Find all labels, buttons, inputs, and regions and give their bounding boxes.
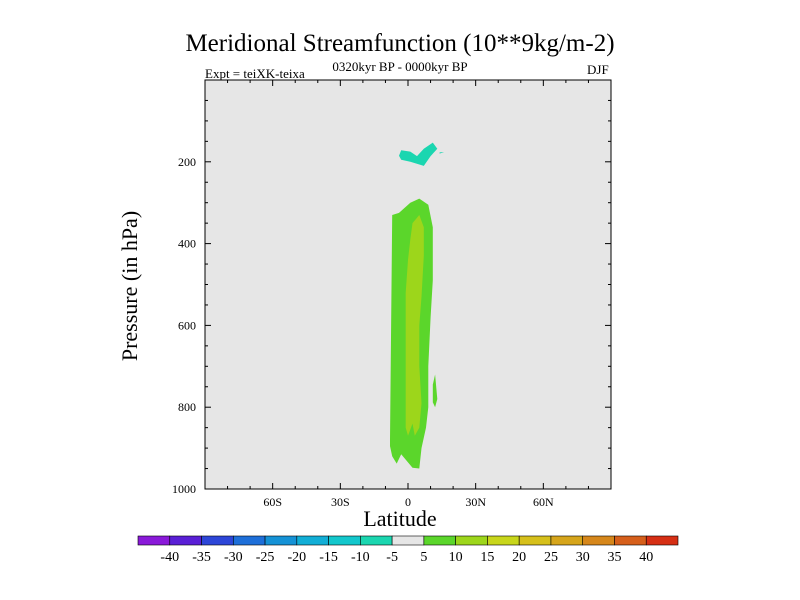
colorbar-swatch — [232, 535, 266, 546]
plot-frame — [204, 79, 612, 490]
season-label: DJF — [587, 62, 609, 77]
experiment-label: Expt = teiXK-teixa — [205, 66, 305, 81]
x-tick-label: 30S — [331, 495, 350, 509]
y-tick-label: 600 — [178, 318, 196, 332]
colorbar: -40 -35 -30 -25 -20 -15 -10 -5 5 10 15 20 25 30 35 40 — [137, 535, 679, 565]
colorbar-label: 30 — [576, 550, 590, 565]
contour-region-1 — [439, 152, 445, 154]
colorbar-label: -35 — [192, 550, 211, 565]
colorbar-swatch — [518, 535, 552, 546]
y-tick-label: 200 — [178, 155, 196, 169]
contour-region-4 — [405, 215, 424, 436]
colorbar-swatch — [423, 535, 456, 546]
colorbar-label: 15 — [480, 550, 494, 565]
colorbar-label: -10 — [351, 550, 370, 565]
x-tick-label: 0 — [405, 495, 411, 509]
x-tick-label: 30N — [465, 495, 486, 509]
colorbar-label: 10 — [449, 550, 463, 565]
colorbar-swatch — [550, 535, 584, 546]
colorbar-swatch — [328, 535, 361, 546]
colorbar-label: -30 — [224, 550, 243, 565]
colorbar-label: -20 — [287, 550, 306, 565]
colorbar-swatch — [264, 535, 298, 546]
colorbar-swatch — [487, 535, 520, 546]
colorbar-swatch — [296, 535, 329, 546]
colorbar-label: -5 — [386, 550, 398, 565]
colorbar-swatch — [391, 535, 425, 546]
colorbar-label: -15 — [319, 550, 338, 565]
colorbar-label: -25 — [256, 550, 275, 565]
y-tick-label: 800 — [178, 400, 196, 414]
colorbar-swatch — [582, 535, 615, 546]
colorbar-swatch — [137, 535, 171, 546]
x-tick-label: 60S — [263, 495, 282, 509]
colorbar-swatch — [169, 535, 202, 546]
colorbar-label: 20 — [512, 550, 526, 565]
chart-title: Meridional Streamfunction (10**9kg/m-2) — [185, 30, 615, 57]
colorbar-label: 25 — [544, 550, 558, 565]
colorbar-swatch — [360, 535, 393, 546]
colorbar-label: 5 — [420, 550, 427, 565]
y-tick-label: 400 — [178, 237, 196, 251]
contour-region-0 — [399, 142, 438, 166]
contour-region-3 — [432, 374, 438, 408]
colorbar-swatch — [201, 535, 234, 546]
y-tick-label: 1000 — [172, 482, 196, 496]
colorbar-swatch — [614, 535, 647, 546]
colorbar-swatch — [645, 535, 679, 546]
x-axis-title: Latitude — [363, 506, 437, 531]
period-label: 0320kyr BP - 0000kyr BP — [332, 59, 468, 74]
contour-regions — [390, 142, 445, 469]
colorbar-label: -40 — [160, 550, 179, 565]
colorbar-swatch — [455, 535, 488, 546]
colorbar-label: 40 — [639, 550, 653, 565]
colorbar-label: 35 — [607, 550, 621, 565]
x-tick-label: 60N — [533, 495, 554, 509]
